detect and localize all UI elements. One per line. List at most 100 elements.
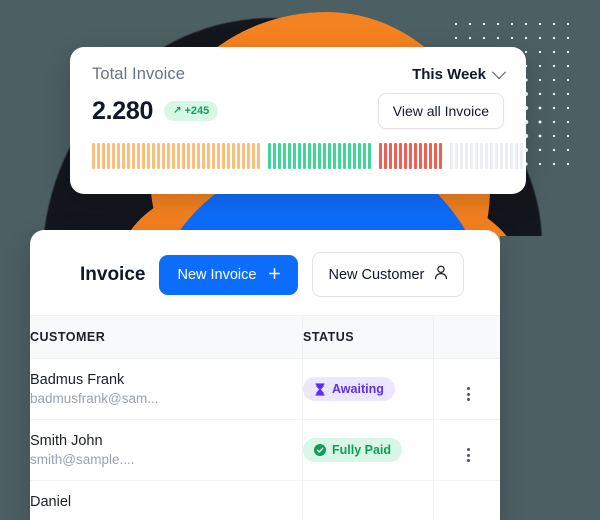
- chart-bar-paid: [348, 143, 351, 169]
- chart-bar-paid: [313, 143, 316, 169]
- chart-bar-pending: [237, 143, 240, 169]
- chart-bar-unassigned: [505, 143, 508, 169]
- chart-bar-unassigned: [465, 143, 468, 169]
- customer-email: smith@sample....: [30, 452, 135, 467]
- chart-bar-overdue: [379, 143, 382, 169]
- chart-bar-pending: [102, 143, 105, 169]
- chart-bar-pending: [212, 143, 215, 169]
- chart-bar-overdue: [384, 143, 387, 169]
- customer-name: Daniel: [30, 494, 72, 510]
- invoice-table-body: Badmus Frank badmusfrank@sam... Awaiting Sm…: [30, 358, 500, 520]
- chart-bar-pending: [182, 143, 185, 169]
- chart-bar-pending: [197, 143, 200, 169]
- status-badge: Fully Paid: [303, 438, 403, 462]
- period-dropdown[interactable]: This Week: [412, 64, 507, 83]
- chart-bar-unassigned: [450, 143, 453, 169]
- chart-bar-pending: [192, 143, 195, 169]
- new-customer-button[interactable]: New Customer: [312, 252, 465, 297]
- chart-bar-pending: [217, 143, 220, 169]
- chart-bar-paid: [363, 143, 366, 169]
- chart-bar-unassigned: [455, 143, 458, 169]
- chart-bar-paid: [268, 143, 271, 169]
- customer-name: Smith John: [30, 433, 103, 449]
- kebab-menu-icon[interactable]: [466, 448, 470, 462]
- table-row[interactable]: Badmus Frank badmusfrank@sam... Awaiting: [30, 358, 500, 420]
- chart-bar-pending: [207, 143, 210, 169]
- delta-badge: ↗ +245: [164, 101, 219, 121]
- status-cell: Awaiting: [302, 358, 434, 420]
- column-header-status: STATUS: [302, 315, 434, 359]
- kebab-menu-icon[interactable]: [466, 387, 470, 401]
- table-row[interactable]: Daniel: [30, 480, 500, 520]
- chart-bar-unassigned: [510, 143, 513, 169]
- chart-bar-paid: [303, 143, 306, 169]
- chart-segment-gap: [373, 143, 377, 169]
- chart-bar-paid: [293, 143, 296, 169]
- view-all-invoice-button[interactable]: View all Invoice: [377, 93, 504, 129]
- chart-bar-unassigned: [515, 143, 518, 169]
- chart-bar-paid: [323, 143, 326, 169]
- chart-bar-overdue: [434, 143, 437, 169]
- plus-icon: [269, 267, 281, 283]
- page-title: Total Invoice: [92, 65, 186, 83]
- invoice-list-header: Invoice New Invoice New Customer: [30, 230, 500, 315]
- invoice-table-head: CUSTOMER STATUS: [30, 315, 500, 359]
- status-cell: Fully Paid: [302, 419, 434, 481]
- table-header-row: CUSTOMER STATUS: [30, 315, 500, 359]
- chart-bar-unassigned: [470, 143, 473, 169]
- chart-bar-pending: [202, 143, 205, 169]
- customer-cell: Daniel: [30, 480, 303, 520]
- period-dropdown-label: This Week: [412, 66, 486, 83]
- new-customer-label: New Customer: [328, 266, 425, 283]
- chart-bar-paid: [333, 143, 336, 169]
- chart-bar-paid: [283, 143, 286, 169]
- chart-bar-pending: [157, 143, 160, 169]
- status-badge: Awaiting: [303, 377, 395, 401]
- new-invoice-button[interactable]: New Invoice: [159, 254, 299, 295]
- hourglass-icon: [314, 382, 326, 396]
- chart-bar-pending: [227, 143, 230, 169]
- trend-up-arrow-icon: ↗: [173, 105, 182, 116]
- status-cell: [302, 480, 434, 520]
- chart-bar-pending: [242, 143, 245, 169]
- chart-bar-overdue: [404, 143, 407, 169]
- chart-bar-overdue: [414, 143, 417, 169]
- chart-bar-pending: [177, 143, 180, 169]
- chart-bar-pending: [152, 143, 155, 169]
- chart-bar-unassigned: [485, 143, 488, 169]
- chart-bar-pending: [137, 143, 140, 169]
- chart-bar-paid: [343, 143, 346, 169]
- invoice-list-title: Invoice: [80, 263, 146, 285]
- chart-bar-unassigned: [520, 143, 523, 169]
- chevron-down-icon: [491, 64, 507, 79]
- chart-bar-overdue: [389, 143, 392, 169]
- chart-bar-paid: [278, 143, 281, 169]
- actions-cell: [433, 358, 500, 420]
- chart-bar-pending: [122, 143, 125, 169]
- chart-bar-overdue: [419, 143, 422, 169]
- delta-badge-label: +245: [184, 105, 210, 117]
- total-invoice-card: Total Invoice This Week 2.280 ↗ +245 Vie…: [70, 47, 526, 194]
- status-badge-label: Fully Paid: [332, 443, 392, 457]
- chart-bar-pending: [257, 143, 260, 169]
- summary-metric-row: 2.280 ↗ +245 View all Invoice: [70, 84, 526, 129]
- actions-cell: [433, 480, 500, 520]
- total-invoice-value: 2.280: [92, 96, 154, 125]
- column-header-customer: CUSTOMER: [30, 315, 303, 359]
- chart-bar-pending: [117, 143, 120, 169]
- chart-bar-paid: [273, 143, 276, 169]
- table-row[interactable]: Smith John smith@sample.... Fully Paid: [30, 419, 500, 481]
- chart-bar-paid: [358, 143, 361, 169]
- user-icon: [434, 265, 448, 284]
- chart-bar-overdue: [424, 143, 427, 169]
- chart-segment-gap: [262, 143, 266, 169]
- summary-metric-group: 2.280 ↗ +245: [92, 96, 219, 126]
- chart-bar-pending: [107, 143, 110, 169]
- chart-bar-pending: [252, 143, 255, 169]
- chart-bar-pending: [127, 143, 130, 169]
- chart-bar-paid: [338, 143, 341, 169]
- chart-bar-pending: [247, 143, 250, 169]
- invoice-tally-bar-chart: [70, 129, 526, 169]
- chart-bar-unassigned: [460, 143, 463, 169]
